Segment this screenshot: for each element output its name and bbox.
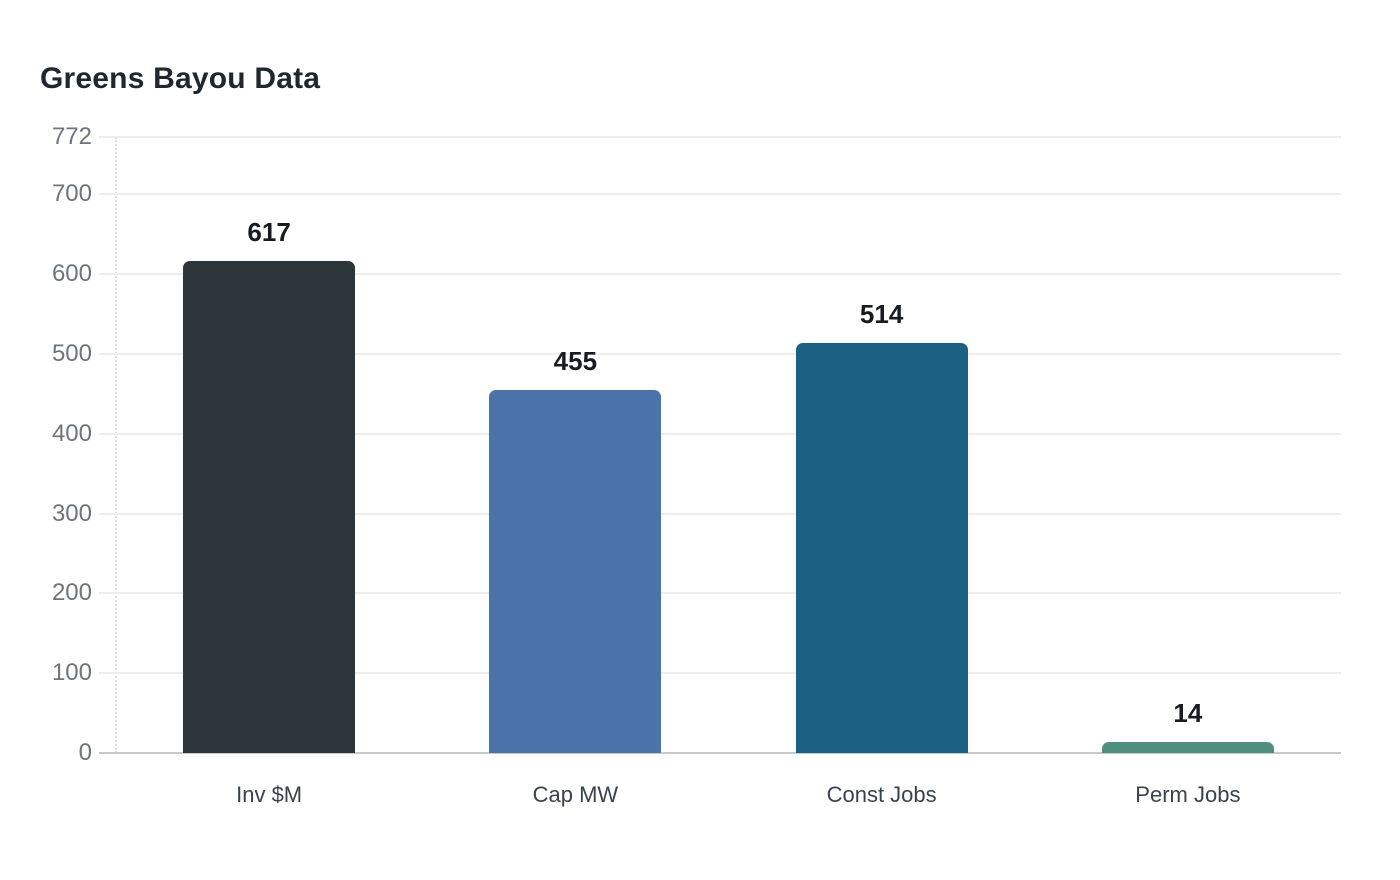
category-label: Cap MW — [532, 782, 619, 807]
gridline — [99, 672, 1341, 675]
y-axis-line — [115, 137, 117, 753]
bar — [1101, 741, 1274, 753]
y-tick-labels: 0 100 200 300 400 500 600 700 772 — [0, 123, 92, 766]
chart-title: Greens Bayou Data — [40, 62, 321, 95]
bar — [489, 389, 662, 753]
bar-group: 617 — [183, 137, 356, 753]
y-tick-label: 0 — [78, 739, 92, 766]
y-tick-label: 600 — [51, 260, 92, 288]
y-tick-label: 200 — [51, 579, 92, 607]
bar-group: 455 — [489, 137, 662, 753]
y-tick-label: 700 — [51, 180, 92, 208]
gridline — [99, 512, 1341, 515]
value-label: 455 — [553, 345, 598, 376]
gridline — [99, 193, 1341, 196]
bar-group: 514 — [795, 137, 968, 753]
y-tick-label: 300 — [51, 499, 92, 527]
x-axis-baseline — [99, 752, 1341, 754]
y-tick-label: 772 — [51, 123, 92, 150]
value-label: 14 — [1173, 697, 1203, 728]
bar — [795, 342, 968, 753]
x-category-labels: Inv $M Cap MW Const Jobs Perm Jobs — [116, 782, 1341, 812]
gridline — [99, 432, 1341, 435]
category-label: Perm Jobs — [1135, 782, 1241, 807]
value-label: 617 — [247, 216, 291, 247]
gridline — [99, 136, 1341, 138]
gridline — [99, 353, 1341, 356]
bar — [183, 260, 356, 753]
gridline — [99, 273, 1341, 276]
category-label: Const Jobs — [826, 782, 937, 807]
y-tick-label: 100 — [51, 659, 92, 687]
gridline — [99, 592, 1341, 595]
y-tick-label: 500 — [51, 340, 92, 368]
category-label: Inv $M — [236, 782, 303, 807]
bar-group: 14 — [1101, 137, 1274, 753]
y-tick-label: 400 — [51, 419, 92, 447]
plot-area: 617 455 514 14 — [99, 136, 1341, 754]
value-label: 514 — [859, 298, 904, 329]
